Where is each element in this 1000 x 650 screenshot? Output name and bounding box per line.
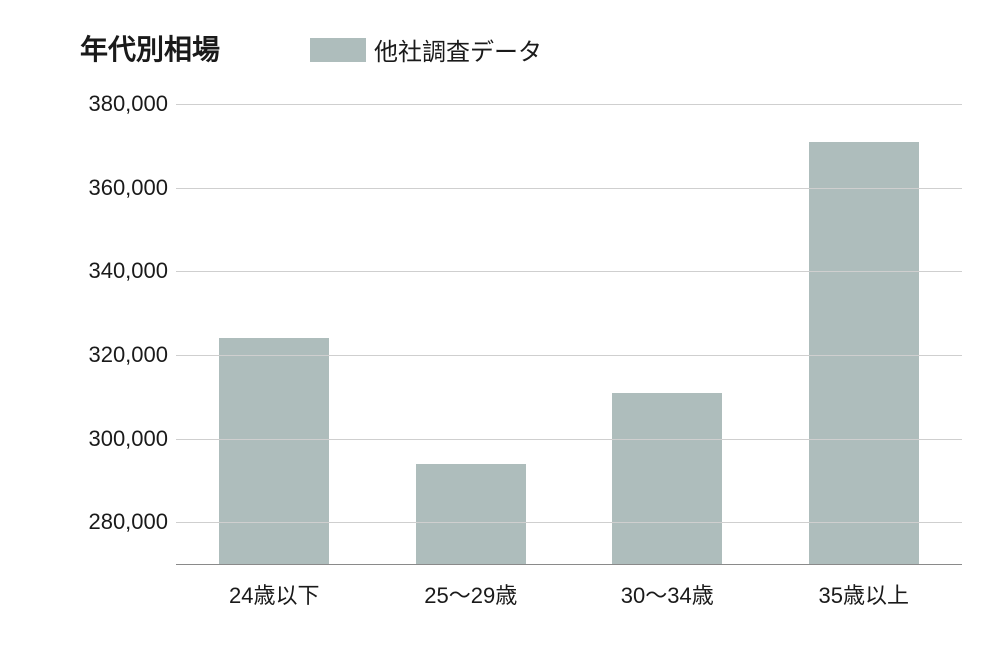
bar bbox=[416, 464, 526, 564]
bar bbox=[612, 393, 722, 564]
chart-title: 年代別相場 bbox=[80, 28, 220, 68]
y-tick-label: 360,000 bbox=[78, 175, 168, 201]
x-tick-label: 30～34歳 bbox=[621, 578, 714, 610]
plot-area: 280,000300,000320,000340,000360,000380,0… bbox=[176, 104, 962, 564]
legend: 他社調査データ bbox=[310, 32, 542, 67]
y-tick-label: 380,000 bbox=[78, 91, 168, 117]
gridline bbox=[176, 188, 962, 189]
y-tick-label: 300,000 bbox=[78, 426, 168, 452]
y-tick-label: 280,000 bbox=[78, 509, 168, 535]
x-tick-label: 25～29歳 bbox=[424, 578, 517, 610]
bar bbox=[809, 142, 919, 564]
gridline bbox=[176, 355, 962, 356]
legend-swatch bbox=[310, 38, 366, 62]
x-tick-label: 35歳以上 bbox=[819, 578, 909, 610]
gridline bbox=[176, 104, 962, 105]
x-tick-label: 24歳以下 bbox=[229, 578, 319, 610]
bar bbox=[219, 338, 329, 564]
y-tick-label: 320,000 bbox=[78, 342, 168, 368]
y-tick-label: 340,000 bbox=[78, 258, 168, 284]
gridline bbox=[176, 271, 962, 272]
gridline bbox=[176, 522, 962, 523]
x-axis-baseline bbox=[176, 564, 962, 565]
legend-label: 他社調査データ bbox=[374, 32, 542, 67]
bars-layer bbox=[176, 104, 962, 564]
age-market-rate-chart: 年代別相場 他社調査データ 280,000300,000320,000340,0… bbox=[0, 0, 1000, 650]
gridline bbox=[176, 439, 962, 440]
